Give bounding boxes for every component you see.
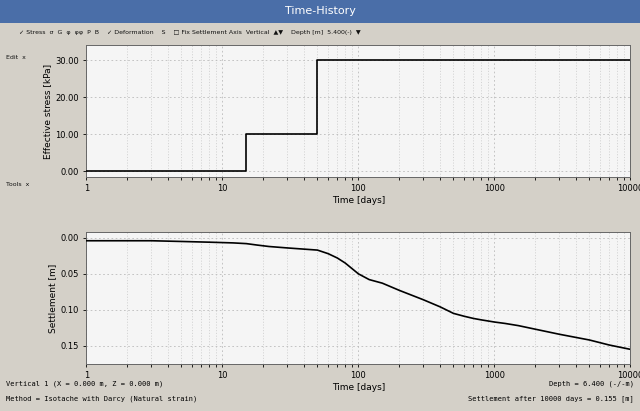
Text: Time-History: Time-History (285, 6, 355, 16)
Y-axis label: Effective stress [kPa]: Effective stress [kPa] (44, 63, 52, 159)
X-axis label: Time [days]: Time [days] (332, 383, 385, 392)
Y-axis label: Settlement [m]: Settlement [m] (49, 263, 58, 332)
Text: Depth = 6.400 (-/-m): Depth = 6.400 (-/-m) (548, 380, 634, 387)
Text: Settlement after 10000 days = 0.155 [m]: Settlement after 10000 days = 0.155 [m] (468, 395, 634, 402)
X-axis label: Time [days]: Time [days] (332, 196, 385, 205)
Text: Method = Isotache with Darcy (Natural strain): Method = Isotache with Darcy (Natural st… (6, 395, 198, 402)
Text: Tools  x: Tools x (6, 182, 29, 187)
Text: Edit  x: Edit x (6, 55, 26, 60)
Text: ✓ Stress  σ  G  φ  φφ  P  B    ✓ Deformation    S    □ Fix Settlement Axis  Vert: ✓ Stress σ G φ φφ P B ✓ Deformation S □ … (19, 30, 361, 35)
Text: Vertical 1 (X = 0.000 m, Z = 0.000 m): Vertical 1 (X = 0.000 m, Z = 0.000 m) (6, 380, 164, 387)
